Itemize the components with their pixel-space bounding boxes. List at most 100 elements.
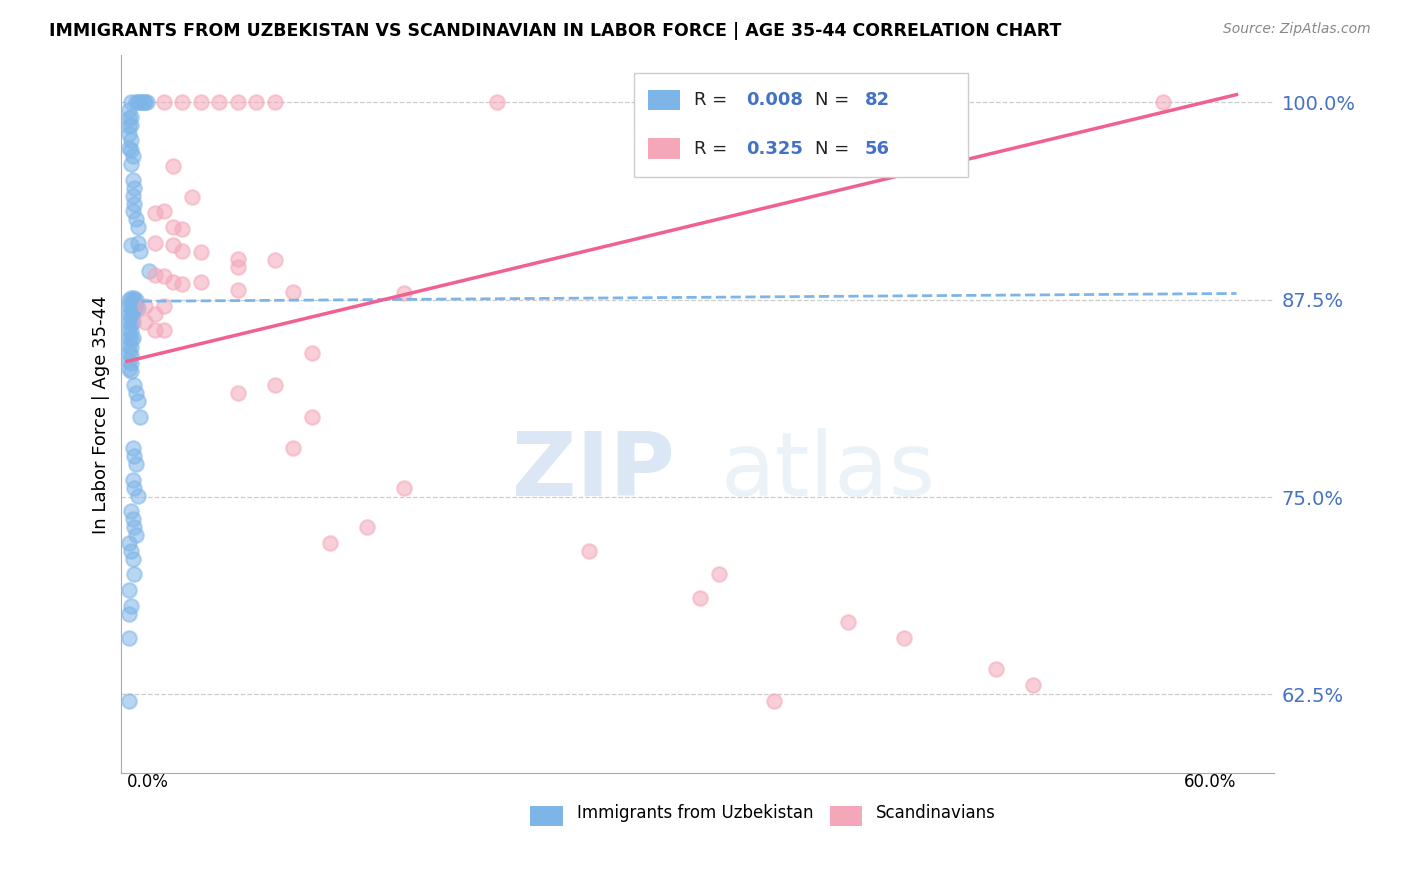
Point — [118, 112, 141, 126]
Point — [264, 378, 287, 392]
Point — [118, 315, 141, 329]
Point — [172, 95, 194, 110]
Point — [121, 293, 143, 307]
Point — [118, 362, 141, 376]
Point — [283, 441, 305, 455]
Point — [121, 315, 143, 329]
Point — [226, 95, 249, 110]
Point — [153, 95, 176, 110]
Y-axis label: In Labor Force | Age 35-44: In Labor Force | Age 35-44 — [93, 295, 110, 533]
Point — [121, 299, 143, 313]
Point — [319, 536, 342, 550]
Text: ZIP: ZIP — [512, 428, 675, 516]
Point — [162, 159, 184, 173]
Point — [1022, 678, 1045, 692]
Text: 82: 82 — [865, 91, 890, 110]
Point — [121, 149, 143, 163]
Point — [125, 528, 148, 542]
Text: 0.325: 0.325 — [745, 139, 803, 158]
Point — [118, 307, 141, 321]
Text: R =: R = — [695, 139, 733, 158]
Point — [394, 286, 416, 301]
Point — [136, 95, 159, 110]
Point — [1152, 95, 1174, 110]
Point — [153, 299, 176, 313]
Point — [125, 212, 148, 227]
Point — [837, 615, 859, 629]
Bar — [648, 138, 681, 159]
Point — [134, 315, 156, 329]
Point — [124, 378, 146, 392]
Point — [180, 190, 202, 204]
Point — [190, 276, 212, 290]
Point — [120, 364, 142, 378]
Text: 0.0%: 0.0% — [127, 773, 169, 791]
Point — [689, 591, 711, 606]
Point — [121, 173, 143, 187]
Point — [226, 260, 249, 274]
Point — [172, 244, 194, 258]
Point — [855, 95, 877, 110]
Point — [124, 291, 146, 305]
Point — [118, 607, 141, 621]
Point — [162, 237, 184, 252]
Point — [120, 133, 142, 147]
Point — [172, 221, 194, 235]
Point — [245, 95, 267, 110]
Point — [120, 237, 142, 252]
Point — [120, 348, 142, 362]
Text: R =: R = — [695, 91, 733, 110]
Point — [129, 244, 152, 258]
Point — [264, 95, 287, 110]
Point — [301, 409, 323, 424]
Point — [134, 299, 156, 313]
Point — [120, 356, 142, 370]
Point — [121, 512, 143, 526]
Point — [301, 346, 323, 360]
Text: 0.008: 0.008 — [745, 91, 803, 110]
Point — [127, 393, 149, 408]
Point — [485, 95, 508, 110]
Point — [120, 301, 142, 315]
Point — [120, 309, 142, 323]
Point — [118, 299, 141, 313]
Point — [153, 323, 176, 337]
Bar — [830, 805, 862, 826]
Point — [283, 285, 305, 299]
Point — [118, 694, 141, 708]
Point — [120, 95, 142, 110]
Point — [893, 631, 915, 645]
Point — [143, 235, 166, 250]
Point — [264, 253, 287, 268]
Point — [172, 277, 194, 291]
Point — [120, 324, 142, 338]
Text: N =: N = — [815, 139, 855, 158]
Point — [120, 340, 142, 354]
Point — [118, 141, 141, 155]
Point — [129, 409, 152, 424]
Point — [118, 583, 141, 598]
Point — [118, 293, 141, 307]
Point — [120, 143, 142, 157]
Point — [127, 95, 149, 110]
Point — [127, 301, 149, 315]
Point — [143, 323, 166, 337]
Point — [125, 95, 148, 110]
Point — [118, 536, 141, 550]
Point — [208, 95, 231, 110]
Text: N =: N = — [815, 91, 855, 110]
Point — [127, 235, 149, 250]
Point — [125, 386, 148, 401]
Point — [143, 206, 166, 220]
Point — [124, 301, 146, 315]
Point — [120, 118, 142, 132]
Point — [226, 386, 249, 401]
Point — [118, 331, 141, 345]
Point — [763, 95, 786, 110]
Point — [120, 504, 142, 518]
Point — [143, 268, 166, 282]
Point — [153, 269, 176, 284]
Point — [120, 317, 142, 331]
Point — [707, 567, 730, 582]
Point — [118, 119, 141, 133]
